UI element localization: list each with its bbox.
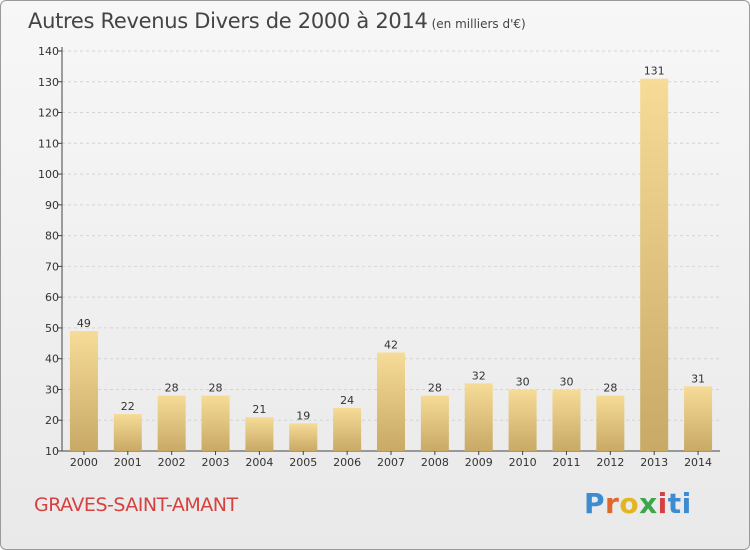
x-tick-label: 2007 <box>377 456 405 469</box>
commune-name: GRAVES-SAINT-AMANT <box>34 494 238 516</box>
y-tick-label: 70 <box>45 260 59 273</box>
bar-2010 <box>508 389 537 451</box>
x-tick-label: 2009 <box>465 456 493 469</box>
data-label-2005: 19 <box>296 409 310 422</box>
data-label-2010: 30 <box>516 375 530 388</box>
logo-letter: t <box>667 487 682 520</box>
chart-subtitle: (en milliers d'€) <box>431 17 526 31</box>
data-label-2000: 49 <box>77 317 91 330</box>
y-tick-label: 130 <box>38 76 59 89</box>
axes: 10 20 30 40 50 60 70 80 90 100 110 120 130 140 2000 200… <box>38 45 720 469</box>
data-label-2006: 24 <box>340 394 354 407</box>
y-tick-label: 140 <box>38 45 59 58</box>
logo-letter: i <box>657 487 668 520</box>
data-label-2003: 28 <box>209 382 223 395</box>
data-label-2001: 22 <box>121 400 135 413</box>
chart-title: Autres Revenus Divers de 2000 à 2014 (en … <box>28 9 526 33</box>
y-tick-label: 100 <box>38 168 59 181</box>
x-tick-label: 2005 <box>289 456 317 469</box>
y-tick-label: 10 <box>45 445 59 458</box>
x-tick-label: 2001 <box>114 456 142 469</box>
chart-title-text: Autres Revenus Divers de 2000 à 2014 <box>28 9 428 33</box>
y-tick-label: 60 <box>45 291 59 304</box>
bar-2000 <box>69 331 98 451</box>
bar-2007 <box>377 352 405 451</box>
data-label-2009: 32 <box>472 369 486 382</box>
bars <box>69 78 713 451</box>
bar-2003 <box>201 395 230 451</box>
bar-2002 <box>157 395 186 451</box>
y-tick-label: 20 <box>45 414 59 427</box>
bar-2004 <box>245 417 274 451</box>
logo-letter: r <box>605 487 620 520</box>
data-label-2008: 28 <box>428 382 442 395</box>
y-tick-label: 90 <box>45 199 59 212</box>
x-tick-label: 2006 <box>333 456 361 469</box>
bar-2012 <box>596 395 625 451</box>
logo-letter: i <box>681 487 692 520</box>
data-label-2007: 42 <box>384 339 398 352</box>
data-label-2011: 30 <box>559 375 573 388</box>
x-tick-label: 2010 <box>509 456 537 469</box>
x-tick-label: 2000 <box>70 456 98 469</box>
logo-letter: o <box>619 487 640 520</box>
bar-2009 <box>464 383 493 451</box>
x-tick-label: 2003 <box>202 456 230 469</box>
bar-2008 <box>420 395 449 451</box>
bar-2011 <box>552 389 581 451</box>
x-tick-label: 2004 <box>245 456 273 469</box>
x-tick-label: 2014 <box>684 456 712 469</box>
y-tick-label: 50 <box>45 322 59 335</box>
y-tick-label: 120 <box>38 107 59 120</box>
proxiti-logo[interactable]: Proxiti <box>584 487 692 520</box>
data-label-2012: 28 <box>603 382 617 395</box>
bar-2006 <box>333 407 362 451</box>
data-label-2014: 31 <box>691 372 705 385</box>
y-tick-label: 110 <box>38 137 59 150</box>
y-tick-label: 30 <box>45 383 59 396</box>
x-tick-label: 2013 <box>640 456 668 469</box>
data-labels: 49 22 28 28 21 19 24 42 28 32 30 30 28 131 31 <box>77 65 705 423</box>
bar-2005 <box>289 423 318 451</box>
x-tick-label: 2011 <box>552 456 580 469</box>
data-label-2002: 28 <box>165 382 179 395</box>
logo-letter: P <box>584 487 606 520</box>
x-tick-label: 2012 <box>596 456 624 469</box>
bar-2014 <box>684 386 713 451</box>
bar-2001 <box>113 414 142 451</box>
y-tick-label: 40 <box>45 353 59 366</box>
logo-letter: x <box>639 487 658 520</box>
data-label-2013: 131 <box>644 65 665 78</box>
bar-2013 <box>640 78 669 451</box>
y-tick-label: 80 <box>45 230 59 243</box>
data-label-2004: 21 <box>252 403 266 416</box>
x-tick-label: 2002 <box>158 456 186 469</box>
x-tick-label: 2008 <box>421 456 449 469</box>
